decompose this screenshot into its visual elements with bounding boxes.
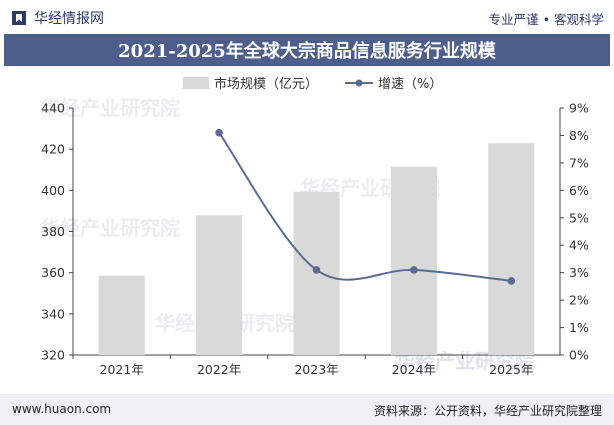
- growth-point: [410, 266, 418, 274]
- growth-line: [218, 132, 512, 282]
- y-left-tick-label: 380: [41, 224, 65, 239]
- y-left-tick-label: 420: [41, 142, 65, 157]
- y-left-tick-label: 340: [41, 306, 65, 321]
- chart: 华经产业研究院华经产业研究院华经产业研究院华经产业研究院华经产业研究院市场规模（…: [40, 76, 589, 377]
- legend-bar-swatch: [183, 77, 209, 89]
- bar: [488, 143, 535, 355]
- legend-line-marker: [355, 79, 363, 87]
- footer: www.huaon.com 资料来源：公开资料，华经产业研究院整理: [0, 394, 614, 425]
- y-right-tick-label: 0%: [569, 348, 589, 363]
- growth-point: [507, 277, 516, 285]
- y-right-tick-label: 4%: [569, 238, 589, 253]
- y-left-tick-label: 320: [41, 348, 65, 363]
- bar: [98, 275, 145, 355]
- growth-point: [215, 128, 223, 137]
- legend-bar-label: 市场规模（亿元）: [214, 76, 318, 92]
- y-right-tick-label: 9%: [569, 101, 589, 116]
- y-right-tick-label: 2%: [569, 293, 589, 308]
- watermark-text: 华经产业研究院: [40, 96, 180, 120]
- x-tick-label: 2025年: [489, 362, 533, 377]
- y-right-tick-label: 6%: [569, 183, 589, 198]
- footer-website[interactable]: www.huaon.com: [12, 402, 112, 416]
- title-band: 2021-2025年全球大宗商品信息服务行业规模: [4, 34, 610, 66]
- brand-name: 华经情报网: [34, 11, 104, 27]
- growth-point: [312, 266, 321, 274]
- x-tick-label: 2022年: [197, 362, 241, 377]
- y-left-tick-label: 400: [41, 183, 65, 198]
- bar: [390, 166, 437, 355]
- x-tick-label: 2021年: [100, 362, 144, 377]
- bookmark-logo-icon: [12, 11, 26, 25]
- y-right-tick-label: 5%: [569, 210, 589, 225]
- y-right-tick-label: 3%: [569, 265, 589, 280]
- x-tick-label: 2023年: [294, 362, 338, 377]
- top-bar: 华经情报网 专业严谨 • 客观科学: [0, 0, 614, 34]
- y-right-tick-label: 8%: [569, 128, 589, 143]
- y-right-tick-label: 7%: [569, 155, 589, 170]
- y-right-tick-label: 1%: [569, 320, 589, 335]
- footer-source: 资料来源：公开资料，华经产业研究院整理: [373, 404, 602, 418]
- bar: [196, 215, 243, 355]
- slogan: 专业严谨 • 客观科学: [488, 12, 604, 27]
- x-tick-label: 2024年: [392, 362, 436, 377]
- watermark-text: 华经产业研究院: [40, 216, 180, 240]
- chart-title: 2021-2025年全球大宗商品信息服务行业规模: [118, 41, 496, 62]
- y-left-tick-label: 440: [41, 101, 65, 116]
- brand: 华经情报网: [10, 8, 104, 28]
- y-left-tick-label: 360: [41, 265, 65, 280]
- legend-line-label: 增速（%）: [378, 77, 442, 92]
